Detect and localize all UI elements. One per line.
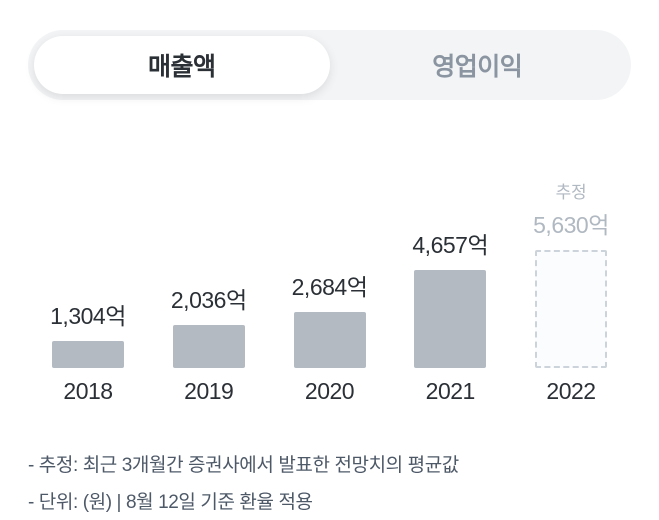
bar-value-label-2020: 2,684억 [291,274,368,300]
tab-operating-profit[interactable]: 영업이익 [330,36,626,94]
bar-column-2020: 2,684억 2020 [274,268,386,405]
footnote-estimate: - 추정: 최근 3개월간 증권사에서 발표한 전망치의 평균값 [28,455,459,476]
bar-value-label-2021: 4,657억 [412,232,489,258]
bar-2019 [172,325,245,368]
bar-2021 [414,270,487,368]
bar-value-label-2019: 2,036억 [170,287,247,313]
bar-estimated-2022 [535,250,607,368]
footnote-unit: - 단위: (원) | 8월 12일 기준 환율 적용 [28,492,313,514]
tab-revenue[interactable]: 매출액 [34,36,330,94]
x-axis-label-2018: 2018 [63,378,113,404]
bar-value-label-2018: 1,304억 [50,303,126,329]
bar-2018 [52,341,124,368]
footnotes: - 추정: 최근 3개월간 증권사에서 발표한 전망치의 평균값 - 단위: (… [28,447,631,520]
metric-tabs: 매출액 영업이익 [28,30,631,100]
x-axis-label-2021: 2021 [425,378,476,404]
x-axis-label-2019: 2019 [184,378,234,404]
x-axis-label-2020: 2020 [304,378,355,404]
bar-column-2021: 4,657억 2021 [394,226,506,405]
estimate-tag: 추정 [555,183,587,202]
bar-column-2019: 2,036억 2019 [153,281,265,405]
bar-column-2022: 추정 5,630억 2022 [515,178,627,405]
bar-2020 [293,312,366,368]
bar-column-2018: 1,304억 2018 [32,297,144,405]
x-axis-label-2022: 2022 [546,378,596,404]
revenue-bar-chart: 1,304억 2018 2,036억 2019 2,684억 2020 4,657억 2021… [28,178,631,405]
bar-value-label-2022: 5,630억 [533,212,609,238]
